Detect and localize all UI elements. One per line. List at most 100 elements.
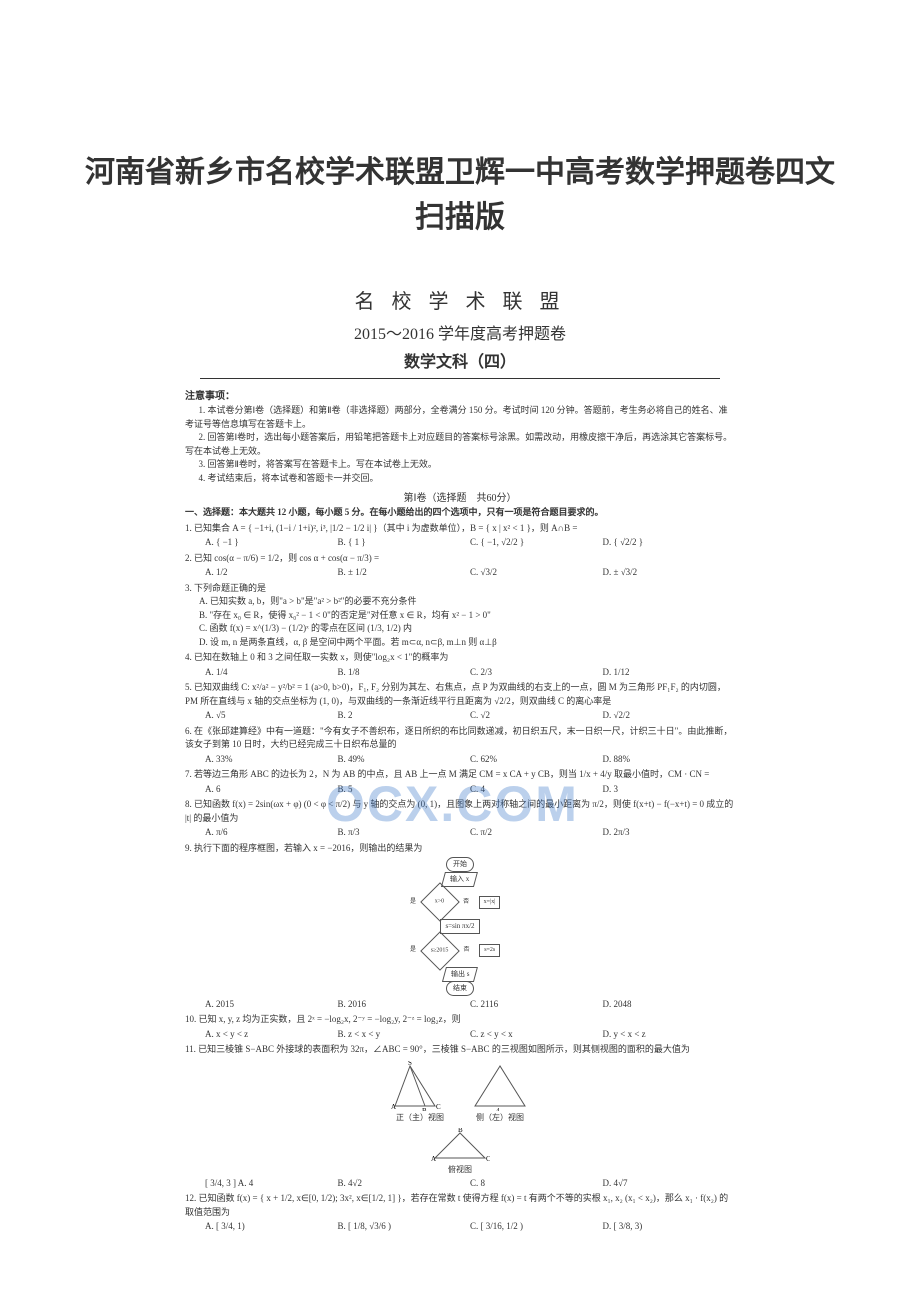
subject-line: 数学文科（四） — [0, 348, 920, 372]
question-text: 2. 已知 cos(α − π/6) = 1/2，则 cos α + cos(α… — [185, 553, 379, 563]
flow-cond2: s≥2015 — [420, 931, 460, 971]
option-b: B. 5 — [338, 783, 471, 797]
option-b: B. ± 1/2 — [338, 566, 471, 580]
flow-output: 输出 s — [442, 967, 478, 982]
notice-item: 3. 回答第Ⅱ卷时，将答案写在答题卡上。写在本试卷上无效。 — [185, 458, 735, 472]
option-b: B. { 1 } — [338, 536, 471, 550]
notice-title: 注意事项： — [185, 389, 735, 404]
question-6: 6. 在《张邱建算经》中有一道题："今有女子不善织布，逐日所织的布比同数递减，初… — [185, 725, 735, 767]
front-view-svg: S A B C — [390, 1061, 450, 1111]
question-text: 4. 已知在数轴上 0 和 3 之间任取一实数 x，则使"log₂x < 1"的… — [185, 652, 448, 662]
question-12: 12. 已知函数 f(x) = { x + 1/2, x∈[0, 1/2); 3… — [185, 1192, 735, 1234]
alliance-subtitle: 名 校 学 术 联 盟 — [0, 285, 920, 314]
year-line: 2015～2016 学年度高考押题卷 — [0, 320, 920, 344]
option-c: C. 2/3 — [470, 666, 603, 680]
option-b: B. 2 — [338, 709, 471, 723]
svg-text:A: A — [431, 1155, 436, 1163]
notice-item: 4. 考试结束后，将本试卷和答题卡一并交回。 — [185, 472, 735, 486]
option-c: C. π/2 — [470, 826, 603, 840]
option-b: B. 49% — [338, 753, 471, 767]
flow-start: 开始 — [446, 857, 474, 872]
option-b: B. "存在 x₀ ∈ R，使得 x₀² − 1 < 0"的否定是"对任意 x … — [185, 609, 735, 623]
option-b: B. π/3 — [338, 826, 471, 840]
question-group-header: 一、选择题：本大题共 12 小题，每小题 5 分。在每小题给出的四个选项中，只有… — [185, 506, 735, 520]
option-b: B. z < x < y — [338, 1028, 471, 1042]
option-b: B. [ 1/8, √3/6 ) — [338, 1220, 471, 1234]
option-b: B. 1/8 — [338, 666, 471, 680]
svg-text:S: S — [408, 1061, 412, 1067]
flowchart-diagram: 开始 输入 x 是 x>0 否 x=|x| s=sin πx/2 是 s≥201… — [410, 857, 510, 996]
option-c: C. 8 — [470, 1177, 603, 1191]
option-a: A. { −1 } — [205, 536, 338, 550]
side-view-label: 侧（左）视图 — [470, 1112, 530, 1124]
option-a: A. √5 — [205, 709, 338, 723]
question-8: 8. 已知函数 f(x) = 2sin(ωx + φ) (0 < φ < π/2… — [185, 798, 735, 840]
option-d: D. 2π/3 — [603, 826, 736, 840]
option-a: A. 6 — [205, 783, 338, 797]
option-c: C. 4 — [470, 783, 603, 797]
option-a: A. π/6 — [205, 826, 338, 840]
option-d: D. √2/2 — [603, 709, 736, 723]
option-d: D. 1/12 — [603, 666, 736, 680]
option-c: C. { −1, √2/2 } — [470, 536, 603, 550]
option-d: D. { √2/2 } — [603, 536, 736, 550]
flow-cond1: x>0 — [420, 882, 460, 922]
svg-text:C: C — [436, 1103, 441, 1111]
option-a: A. [ 3/4, 1) — [205, 1220, 338, 1234]
option-a: [ 3/4, 3 ] A. 4 — [205, 1177, 338, 1191]
question-3: 3. 下列命题正确的是 A. 已知实数 a, b，则"a > b"是"a² > … — [185, 582, 735, 650]
flow-end: 结束 — [446, 981, 474, 996]
three-view-diagram: S A B C 正（主）视图 4 侧（左）视图 — [185, 1061, 735, 1124]
front-view-label: 正（主）视图 — [390, 1112, 450, 1124]
question-text: 11. 已知三棱锥 S−ABC 外接球的表面积为 32π，∠ABC = 90°，… — [185, 1044, 690, 1054]
option-d: D. y < x < z — [603, 1028, 736, 1042]
question-4: 4. 已知在数轴上 0 和 3 之间任取一实数 x，则使"log₂x < 1"的… — [185, 651, 735, 679]
option-c: C. 62% — [470, 753, 603, 767]
option-c: C. 2116 — [470, 998, 603, 1012]
option-d: D. 3 — [603, 783, 736, 797]
option-c: C. √3/2 — [470, 566, 603, 580]
svg-text:C: C — [486, 1155, 490, 1163]
question-9: 9. 执行下面的程序框图，若输入 x = −2016，则输出的结果为 开始 输入… — [185, 842, 735, 1012]
question-1: 1. 已知集合 A = { −1+i, (1−i / 1+i)², i³, |1… — [185, 522, 735, 550]
question-2: 2. 已知 cos(α − π/6) = 1/2，则 cos α + cos(α… — [185, 552, 735, 580]
option-d: D. 设 m, n 是两条直线，α, β 是空间中两个平面。若 m⊂α, n⊂β… — [185, 636, 735, 650]
top-view-svg: A C B — [430, 1128, 490, 1163]
question-text: 10. 已知 x, y, z 均为正实数，且 2ˣ = −log₂x, 2⁻ʸ … — [185, 1014, 461, 1024]
main-view-svg: 4 — [470, 1061, 530, 1111]
option-c: C. √2 — [470, 709, 603, 723]
question-text: 5. 已知双曲线 C: x²/a² − y²/b² = 1 (a>0, b>0)… — [185, 682, 726, 706]
top-view-label: 俯视图 — [430, 1164, 490, 1176]
svg-text:4: 4 — [496, 1107, 500, 1111]
question-text: 7. 若等边三角形 ABC 的边长为 2，N 为 AB 的中点，且 AB 上一点… — [185, 769, 709, 779]
option-b: B. 2016 — [338, 998, 471, 1012]
question-text: 8. 已知函数 f(x) = 2sin(ωx + φ) (0 < φ < π/2… — [185, 799, 733, 823]
flow-yes: 是 — [410, 898, 416, 907]
question-11: 11. 已知三棱锥 S−ABC 外接球的表面积为 32π，∠ABC = 90°，… — [185, 1043, 735, 1190]
divider — [200, 378, 720, 379]
option-c: C. [ 3/16, 1/2 ) — [470, 1220, 603, 1234]
question-text: 12. 已知函数 f(x) = { x + 1/2, x∈[0, 1/2); 3… — [185, 1193, 728, 1217]
option-d: D. 2048 — [603, 998, 736, 1012]
option-d: D. 88% — [603, 753, 736, 767]
option-c: C. 函数 f(x) = x^(1/3) − (1/2)ˣ 的零点在区间 (1/… — [185, 622, 735, 636]
option-a: A. 33% — [205, 753, 338, 767]
question-5: 5. 已知双曲线 C: x²/a² − y²/b² = 1 (a>0, b>0)… — [185, 681, 735, 723]
svg-text:B: B — [458, 1128, 463, 1134]
question-text: 9. 执行下面的程序框图，若输入 x = −2016，则输出的结果为 — [185, 843, 422, 853]
option-d: D. 4√7 — [603, 1177, 736, 1191]
question-7: 7. 若等边三角形 ABC 的边长为 2，N 为 AB 的中点，且 AB 上一点… — [185, 768, 735, 796]
question-text: 3. 下列命题正确的是 — [185, 583, 266, 593]
svg-text:B: B — [422, 1107, 427, 1111]
notice-item: 2. 回答第Ⅰ卷时，选出每小题答案后，用铅笔把答题卡上对应题目的答案标号涂黑。如… — [185, 431, 735, 458]
page-main-title: 河南省新乡市名校学术联盟卫辉一中高考数学押题卷四文扫描版 — [0, 0, 920, 260]
option-d: D. ± √3/2 — [603, 566, 736, 580]
option-d: D. [ 3/8, 3) — [603, 1220, 736, 1234]
flow-input: 输入 x — [441, 872, 478, 887]
question-text: 1. 已知集合 A = { −1+i, (1−i / 1+i)², i³, |1… — [185, 523, 577, 533]
option-a: A. 1/2 — [205, 566, 338, 580]
option-b: B. 4√2 — [338, 1177, 471, 1191]
exam-content: 注意事项： 1. 本试卷分第Ⅰ卷（选择题）和第Ⅱ卷（非选择题）两部分，全卷满分 … — [185, 389, 735, 1234]
option-a: A. 1/4 — [205, 666, 338, 680]
option-c: C. z < y < x — [470, 1028, 603, 1042]
